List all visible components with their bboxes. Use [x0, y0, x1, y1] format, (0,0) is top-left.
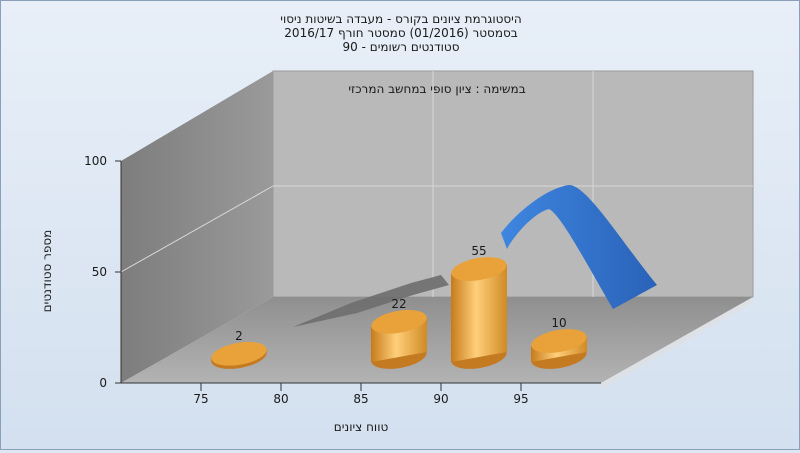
left-wall [121, 71, 273, 383]
y-ticks: 0 50 100 [84, 154, 121, 390]
y-tick-label: 100 [84, 154, 107, 168]
distribution-shadow [293, 275, 449, 327]
bar-top [451, 257, 507, 281]
bar-body [451, 264, 507, 362]
bar-top [371, 309, 427, 334]
x-tick-label: 80 [273, 392, 288, 406]
bar-95-100: 10 [531, 316, 587, 369]
right-floor-edge [601, 297, 753, 389]
bar-top [531, 329, 587, 353]
bar-top [211, 341, 267, 366]
bar-75-80: 2 [211, 329, 267, 369]
bar-90-95: 55 [451, 244, 507, 369]
y-tick-label: 0 [99, 376, 107, 390]
x-tick-label: 85 [353, 392, 368, 406]
chart-title-line-1: היסטוגרמת ציונים בקורס - מעבדה בשיטות ני… [280, 12, 521, 26]
y-axis-label: מספר סטודנטים [40, 230, 54, 313]
x-tick-label: 75 [193, 392, 208, 406]
bar-value-label: 2 [235, 329, 243, 343]
floor [121, 297, 753, 383]
bar-85-90: 22 [371, 297, 427, 369]
x-ticks: 75 80 85 90 95 [193, 383, 529, 406]
bar-value-label: 55 [471, 244, 486, 258]
x-axis-label: טווח ציונים [334, 420, 389, 434]
chart-title-line-3: סטודנטים רשומים - 90 [342, 40, 459, 54]
chart-subtitle: במשימה : ציון סופי במחשב המרכזי [348, 82, 525, 96]
bar-value-label: 22 [391, 297, 406, 311]
back-wall [272, 70, 754, 298]
distribution-curve [501, 185, 657, 309]
bar-value-label: 10 [551, 316, 566, 330]
x-tick-label: 95 [513, 392, 528, 406]
y-tick-label: 50 [92, 265, 107, 279]
chart-title-line-2: בסמסטר (01/2016) סמסטר חורף 2016/17 [284, 26, 517, 40]
x-tick-label: 90 [433, 392, 448, 406]
